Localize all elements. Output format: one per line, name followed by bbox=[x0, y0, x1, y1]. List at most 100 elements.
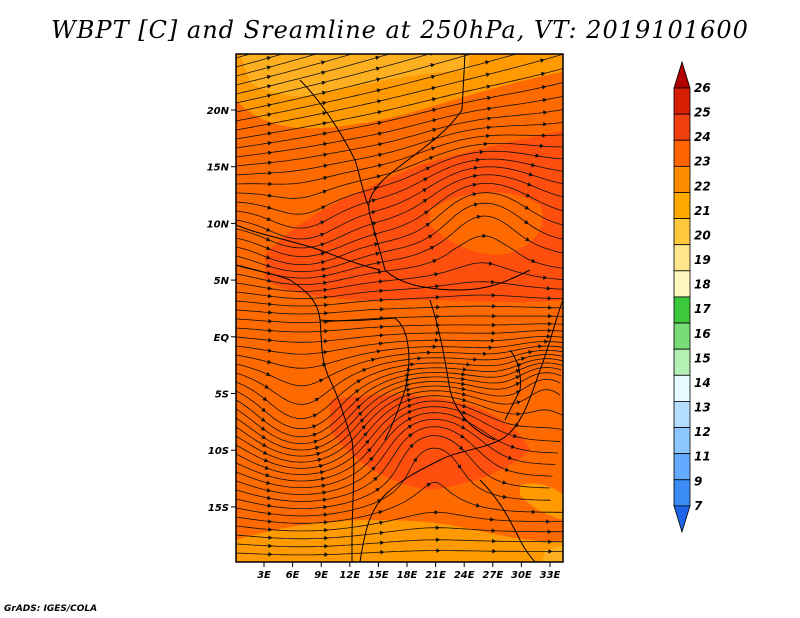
colorbar-label: 21 bbox=[694, 204, 711, 218]
colorbar-segment bbox=[673, 401, 691, 428]
streamline-arrow bbox=[320, 242, 325, 247]
chart-title: WBPT [C] and Sreamline at 250hPa, VT: 20… bbox=[51, 16, 749, 44]
streamline-arrow bbox=[375, 251, 380, 256]
streamline-arrow bbox=[540, 58, 545, 63]
colorbar-top-arrow bbox=[673, 60, 691, 89]
streamline-arrow bbox=[267, 348, 273, 353]
streamline-arrow bbox=[264, 465, 270, 470]
streamline-arrow bbox=[377, 270, 383, 275]
colorbar-segment bbox=[673, 113, 691, 141]
streamline-arrow bbox=[473, 173, 478, 179]
streamline-arrow bbox=[491, 528, 496, 533]
streamline-arrow bbox=[376, 260, 382, 266]
streamline-arrow bbox=[267, 293, 273, 299]
streamline-arrow bbox=[488, 345, 493, 350]
streamline-arrow bbox=[475, 157, 481, 163]
streamline bbox=[236, 262, 563, 292]
streamline-arrow bbox=[472, 192, 478, 197]
lat-label: 20N bbox=[207, 106, 230, 117]
streamline-arrow bbox=[377, 99, 382, 104]
streamline-arrow bbox=[313, 439, 319, 444]
streamline-arrow bbox=[531, 509, 536, 515]
streamline bbox=[236, 362, 563, 438]
streamline-arrow bbox=[473, 165, 479, 171]
streamline-arrow bbox=[431, 74, 436, 79]
streamline-arrow bbox=[322, 111, 327, 116]
streamline-arrow bbox=[436, 548, 441, 553]
wbpt-fill-20-north bbox=[240, 54, 470, 97]
streamline-arrow bbox=[323, 512, 329, 517]
lat-label: EQ bbox=[214, 333, 230, 344]
streamline-arrow bbox=[322, 131, 328, 136]
streamline bbox=[236, 68, 563, 140]
streamline-arrow bbox=[491, 304, 497, 309]
streamline-arrow bbox=[354, 389, 360, 394]
streamline-arrow bbox=[422, 188, 427, 193]
streamline-arrow bbox=[462, 403, 467, 408]
streamline-arrow bbox=[407, 417, 413, 422]
streamline-arrow bbox=[371, 198, 377, 203]
streamline-arrow bbox=[430, 63, 435, 68]
streamline-arrow bbox=[378, 510, 384, 515]
streamline-arrow bbox=[531, 258, 536, 263]
streamline-arrow bbox=[321, 205, 326, 210]
streamline-arrow bbox=[357, 411, 363, 416]
streamline-arrow bbox=[547, 305, 553, 310]
streamline-arrow bbox=[548, 549, 553, 554]
streamline-arrow bbox=[268, 170, 273, 176]
streamline-arrow bbox=[512, 433, 518, 438]
colorbar-segment bbox=[673, 218, 691, 246]
streamline-arrow bbox=[460, 376, 466, 382]
streamline bbox=[236, 372, 562, 451]
streamline-arrow bbox=[476, 214, 482, 220]
streamline-arrow bbox=[366, 447, 372, 453]
lon-label: 33E bbox=[540, 570, 561, 581]
streamline-arrow bbox=[541, 85, 547, 90]
streamline bbox=[236, 330, 563, 343]
streamline-arrow bbox=[379, 324, 385, 330]
streamline-arrow bbox=[539, 143, 544, 149]
streamlines bbox=[236, 54, 563, 557]
streamline bbox=[236, 183, 563, 257]
streamline-arrow bbox=[267, 160, 273, 165]
streamline-arrow bbox=[356, 404, 361, 410]
streamline-arrow bbox=[461, 381, 466, 387]
streamline bbox=[236, 349, 563, 405]
streamline-arrow bbox=[425, 222, 431, 227]
streamline-arrow bbox=[547, 296, 552, 301]
streamline bbox=[236, 202, 563, 273]
colorbar-label: 16 bbox=[694, 327, 711, 341]
streamline-arrow bbox=[378, 142, 383, 147]
streamline-arrow bbox=[432, 118, 437, 123]
streamline-arrow bbox=[266, 227, 271, 232]
streamline-arrow bbox=[431, 86, 437, 91]
streamline-arrow bbox=[516, 400, 522, 405]
streamline-arrow bbox=[266, 217, 272, 221]
streamline bbox=[236, 354, 563, 420]
streamline-arrow bbox=[263, 450, 268, 455]
streamline bbox=[236, 539, 563, 548]
streamline-arrow bbox=[323, 152, 328, 157]
streamline-arrow bbox=[524, 205, 530, 210]
colorbar-label: 15 bbox=[694, 351, 711, 365]
streamline-arrow bbox=[267, 286, 273, 291]
streamline-arrow bbox=[265, 473, 271, 478]
streamline bbox=[236, 122, 563, 176]
streamline bbox=[236, 305, 563, 315]
streamline-arrow bbox=[490, 279, 496, 285]
streamline-arrow bbox=[260, 426, 266, 431]
streamline-arrow bbox=[413, 457, 418, 463]
streamline-arrow bbox=[261, 434, 267, 439]
streamline-arrow bbox=[324, 544, 329, 549]
colorbar: 26 25 24 23 22 21 20 19 18 17 16 15 14 13 12 11 9 7 bbox=[673, 60, 711, 534]
streamline-arrow bbox=[542, 98, 548, 103]
streamline-arrow bbox=[435, 305, 441, 310]
streamline bbox=[236, 215, 563, 279]
streamline-arrow bbox=[321, 267, 327, 272]
streamline bbox=[236, 315, 563, 323]
streamline bbox=[236, 54, 318, 77]
streamline-arrow bbox=[488, 261, 494, 266]
streamline bbox=[236, 435, 550, 509]
streamline-arrow bbox=[515, 382, 521, 387]
streamline-arrow bbox=[542, 122, 548, 127]
